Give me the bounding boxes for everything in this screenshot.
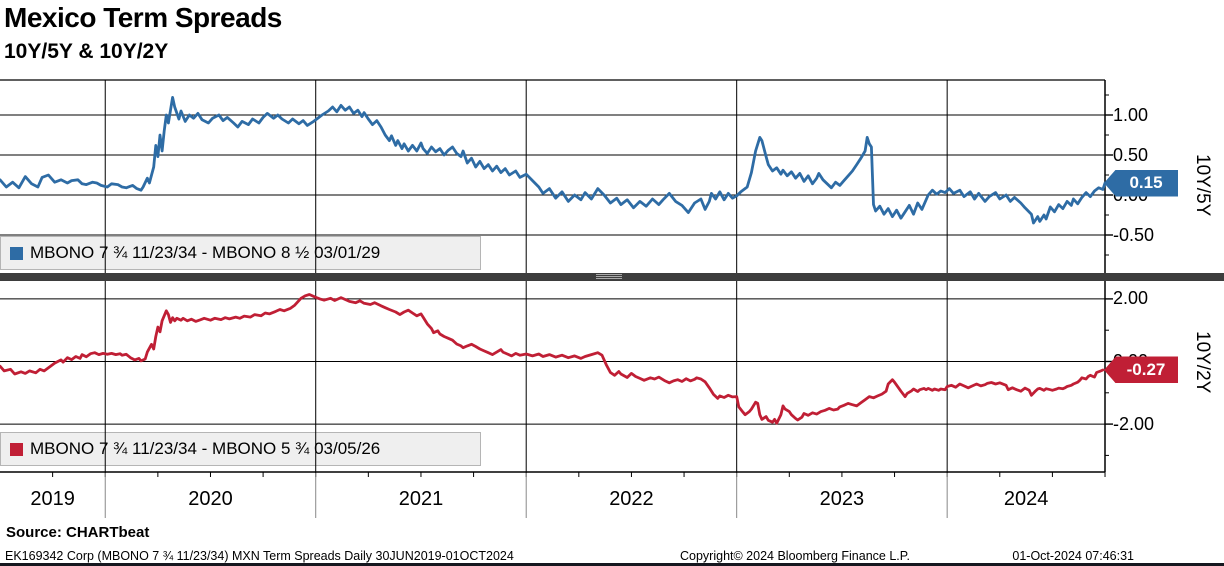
- legend-10y5y[interactable]: MBONO 7 ¾ 11/23/34 - MBONO 8 ½ 03/01/29: [0, 236, 481, 270]
- panel-splitter[interactable]: [0, 273, 1224, 281]
- footer-security-info: EK169342 Corp (MBONO 7 ¾ 11/23/34) MXN T…: [5, 549, 514, 563]
- series-line-10y2y: [0, 293, 1105, 425]
- bottom-edge-bar: [0, 563, 1224, 566]
- splitter-grip-icon[interactable]: [596, 274, 622, 280]
- page-subtitle: 10Y/5Y & 10Y/2Y: [4, 40, 169, 63]
- source-line: Source: CHARTbeat: [6, 524, 150, 541]
- page-title: Mexico Term Spreads: [4, 2, 282, 33]
- footer-timestamp: 01-Oct-2024 07:46:31: [1012, 549, 1134, 563]
- axis-label-10y5y: 10Y/5Y: [1192, 153, 1213, 217]
- series-line-10y5y: [0, 96, 1107, 225]
- legend-box-10y2y-bg: [0, 432, 481, 466]
- legend-label-10y5y: MBONO 7 ¾ 11/23/34 - MBONO 8 ½ 03/01/29: [30, 243, 381, 262]
- legend-swatch-red-icon: [10, 442, 23, 456]
- legend-10y2y[interactable]: MBONO 7 ¾ 11/23/34 - MBONO 5 ¾ 03/05/26: [0, 432, 481, 466]
- legend-swatch-blue-icon: [10, 246, 23, 260]
- legend-label-10y2y: MBONO 7 ¾ 11/23/34 - MBONO 5 ¾ 03/05/26: [30, 439, 381, 458]
- last-value-tag-10y5y[interactable]: 0.15: [1104, 169, 1178, 197]
- footer-copyright: Copyright© 2024 Bloomberg Finance L.P.: [680, 549, 910, 563]
- last-value-tag-10y2y[interactable]: -0.27: [1104, 356, 1178, 384]
- axis-label-10y2y: 10Y/2Y: [1192, 330, 1213, 394]
- legend-box-10y5y-bg: [0, 236, 481, 270]
